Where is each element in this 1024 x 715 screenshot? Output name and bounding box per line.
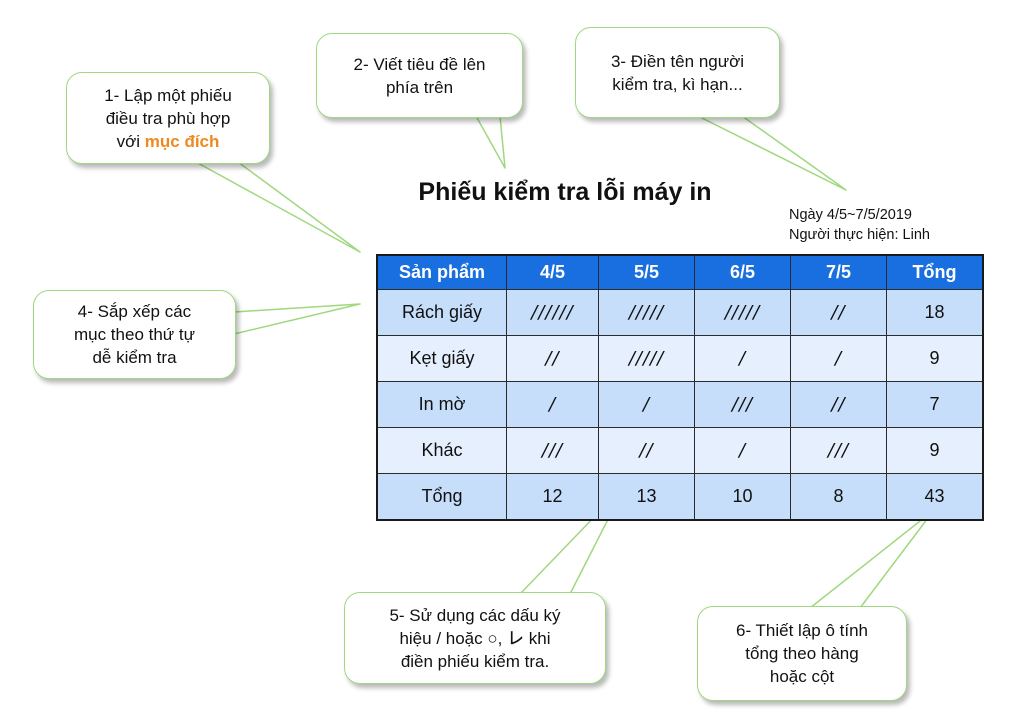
callout-step5-line2: hiệu / hoặc ○, ㆑ khi	[399, 628, 551, 648]
callout-step2: 2- Viết tiêu đề lên phía trên	[316, 33, 523, 118]
callout-step2-line1: 2- Viết tiêu đề lên	[353, 54, 486, 74]
sheet-meta: Ngày 4/5~7/5/2019 Người thực hiện: Linh	[789, 205, 930, 245]
tally-cell: //////	[506, 289, 599, 336]
callout-step3-line1: 3- Điền tên người	[610, 51, 745, 71]
callout-step5-line3: điền phiếu kiểm tra.	[400, 651, 550, 671]
callout-step6: 6- Thiết lập ô tính tổng theo hàng hoặc …	[697, 606, 907, 701]
tally-cell: /////	[598, 289, 695, 336]
callout-step5: 5- Sử dụng các dấu ký hiệu / hoặc ○, ㆑ k…	[344, 592, 606, 684]
tally-cell: //	[598, 427, 695, 474]
date-range: Ngày 4/5~7/5/2019	[789, 207, 912, 223]
tally-cell: /////	[694, 289, 791, 336]
callout-step3-line2: kiểm tra, kì hạn...	[612, 74, 743, 94]
table-row: In mờ / / /// // 7	[376, 381, 984, 428]
row-total: 9	[886, 427, 984, 474]
table-row: Khác /// // / /// 9	[376, 427, 984, 474]
total-row-label: Tổng	[376, 473, 507, 521]
header-day-2: 5/5	[598, 254, 695, 290]
callout-step6-line3: hoặc cột	[769, 667, 835, 686]
header-day-3: 6/5	[694, 254, 791, 290]
row-label: Khác	[376, 427, 507, 474]
table-row: Kẹt giấy // ///// / / 9	[376, 335, 984, 382]
callout-step1-line3-prefix: với	[116, 131, 145, 151]
header-day-4: 7/5	[790, 254, 887, 290]
pointer-step2	[475, 115, 506, 169]
callout-step6-line2: tổng theo hàng	[745, 644, 859, 663]
callout-step6-line1: 6- Thiết lập ô tính	[736, 621, 868, 640]
row-total: 9	[886, 335, 984, 382]
check-sheet-table: Sản phẩm 4/5 5/5 6/5 7/5 Tổng Rách giấy …	[376, 254, 984, 521]
header-day-1: 4/5	[506, 254, 599, 290]
table-row: Rách giấy ////// ///// ///// // 18	[376, 289, 984, 336]
tally-cell: /	[694, 427, 791, 474]
pointer-step6	[809, 509, 935, 609]
tally-cell: /	[506, 381, 599, 428]
column-total: 13	[598, 473, 695, 521]
tally-cell: //	[790, 381, 887, 428]
table-total-row: Tổng 12 13 10 8 43	[376, 473, 984, 521]
tally-cell: ///	[506, 427, 599, 474]
row-total: 7	[886, 381, 984, 428]
sheet-title: Phiếu kiểm tra lỗi máy in	[418, 178, 712, 206]
pointer-step4	[233, 303, 361, 335]
callout-step1: 1- Lập một phiếu điều tra phù hợp với mụ…	[66, 72, 270, 164]
tally-cell: /	[694, 335, 791, 382]
callout-step4-line2: mục theo thứ tự	[73, 325, 196, 344]
callout-step4: 4- Sắp xếp các mục theo thứ tự dễ kiểm t…	[33, 290, 236, 379]
tally-cell: //	[506, 335, 599, 382]
row-label: In mờ	[376, 381, 507, 428]
tally-cell: /	[790, 335, 887, 382]
callout-step1-highlight: mục đích	[144, 131, 220, 151]
row-label: Kẹt giấy	[376, 335, 507, 382]
column-total: 12	[506, 473, 599, 521]
callout-step4-line1: 4- Sắp xếp các	[77, 302, 192, 321]
column-total: 8	[790, 473, 887, 521]
pointer-step1	[195, 161, 361, 253]
callout-step5-line1: 5- Sử dụng các dấu ký	[389, 605, 561, 625]
callout-step4-line3: dễ kiểm tra	[92, 348, 177, 367]
callout-step2-line2: phía trên	[385, 77, 454, 97]
inspector-name: Người thực hiện: Linh	[789, 227, 930, 243]
tally-cell: /	[598, 381, 695, 428]
header-total: Tổng	[886, 254, 984, 290]
tally-cell: ///	[694, 381, 791, 428]
callout-step3: 3- Điền tên người kiểm tra, kì hạn...	[575, 27, 780, 118]
grand-total: 43	[886, 473, 984, 521]
callout-step1-line2: điều tra phù hợp	[105, 108, 231, 128]
tally-cell: /////	[598, 335, 695, 382]
header-product: Sản phẩm	[376, 254, 507, 290]
column-total: 10	[694, 473, 791, 521]
tally-cell: //	[790, 289, 887, 336]
row-label: Rách giấy	[376, 289, 507, 336]
row-total: 18	[886, 289, 984, 336]
table-header-row: Sản phẩm 4/5 5/5 6/5 7/5 Tổng	[376, 254, 984, 290]
callout-step1-line1: 1- Lập một phiếu	[104, 85, 232, 105]
tally-cell: ///	[790, 427, 887, 474]
